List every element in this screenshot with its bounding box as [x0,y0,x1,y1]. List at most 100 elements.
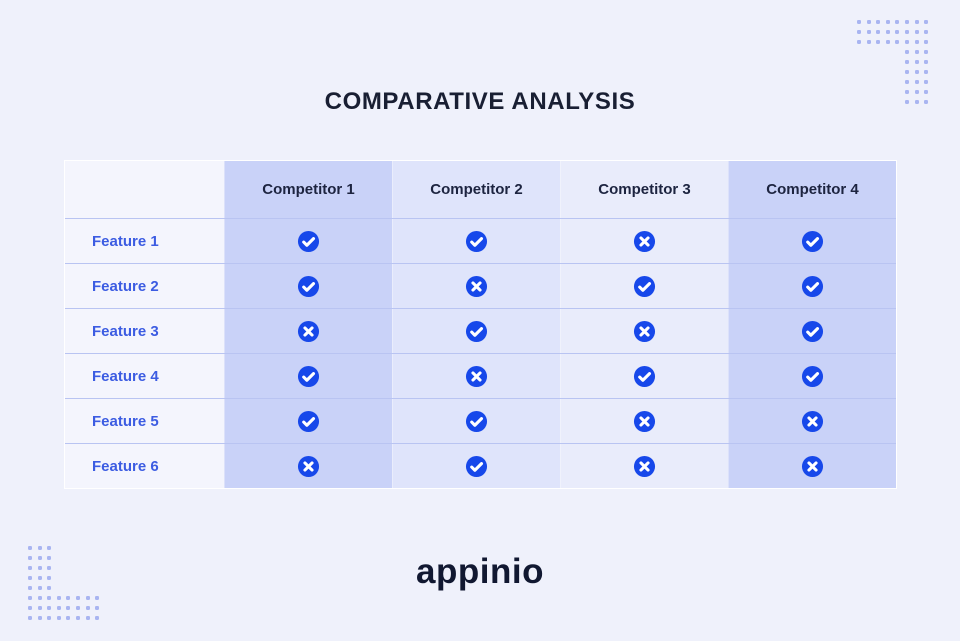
dots-pattern-top-right [857,20,934,110]
status-cell [392,219,560,263]
dot [904,20,909,24]
dot [28,616,32,620]
dot [95,616,100,620]
dot [895,70,899,74]
dot [47,576,52,580]
dot [86,546,90,550]
dot [95,596,100,600]
dot [886,60,890,64]
dot [37,586,42,590]
cross-icon [633,410,656,432]
dot [904,80,909,84]
cross-icon [465,365,488,387]
status-cell [392,309,560,353]
dot [914,50,919,54]
dot [37,616,42,620]
dot [857,50,861,54]
dot [85,596,90,600]
status-cell [728,444,896,488]
dot [886,70,890,74]
dot [866,20,871,24]
dot [95,546,99,550]
dot [924,20,929,24]
dot [867,50,871,54]
dot [867,70,871,74]
feature-label: Feature 2 [92,277,159,295]
feature-label: Feature 1 [92,232,159,250]
dot [924,60,929,64]
dot [47,566,52,570]
feature-label: Feature 6 [92,457,159,475]
dot [37,556,42,560]
status-cell [728,264,896,308]
cross-icon [465,275,488,297]
dot [895,50,899,54]
page-title: COMPARATIVE ANALYSIS [324,88,636,115]
status-cell [728,219,896,263]
dot [914,20,919,24]
dot [895,60,899,64]
feature-label: Feature 5 [92,412,159,430]
dot [895,40,900,44]
dot [876,80,880,84]
check-icon [297,410,320,432]
dot [904,70,909,74]
dot [876,20,881,24]
dot [885,30,890,34]
dot [66,606,71,610]
dot [867,60,871,64]
dot [904,50,909,54]
dot [914,90,919,94]
dot [857,40,861,44]
cross-icon [297,320,320,342]
dot [924,50,929,54]
status-cell [728,309,896,353]
dot [924,30,929,34]
status-cell [560,399,728,443]
corner-cell [65,161,224,218]
dot [924,40,929,44]
dot [66,596,71,600]
feature-label-cell: Feature 5 [65,399,224,443]
table-row: Feature 5 [65,398,896,443]
table-row: Feature 3 [65,308,896,353]
dot [866,30,871,34]
cross-icon [801,455,824,477]
status-cell [392,264,560,308]
status-cell [224,444,392,488]
dot [885,20,890,24]
dot [56,596,61,600]
feature-label-cell: Feature 1 [65,219,224,263]
dot [886,50,890,54]
dot [857,20,861,24]
dot [886,80,890,84]
dot [904,40,909,44]
check-icon [297,365,320,387]
status-cell [392,354,560,398]
dot [857,70,861,74]
dot [924,80,929,84]
dot [47,556,52,560]
table-row: Feature 2 [65,263,896,308]
dot [56,606,61,610]
dot [885,40,890,44]
dot [904,90,909,94]
check-icon [297,230,320,252]
dot [876,40,881,44]
status-cell [560,264,728,308]
dot [904,60,909,64]
dot [904,100,909,104]
dot [895,80,899,84]
status-cell [224,264,392,308]
dot [37,546,42,550]
check-icon [801,320,824,342]
dot [857,80,861,84]
dot [904,30,909,34]
dot [28,546,32,550]
dot [47,586,52,590]
table-row: Feature 6 [65,443,896,488]
check-icon [465,320,488,342]
dot [85,606,90,610]
dot [876,60,880,64]
